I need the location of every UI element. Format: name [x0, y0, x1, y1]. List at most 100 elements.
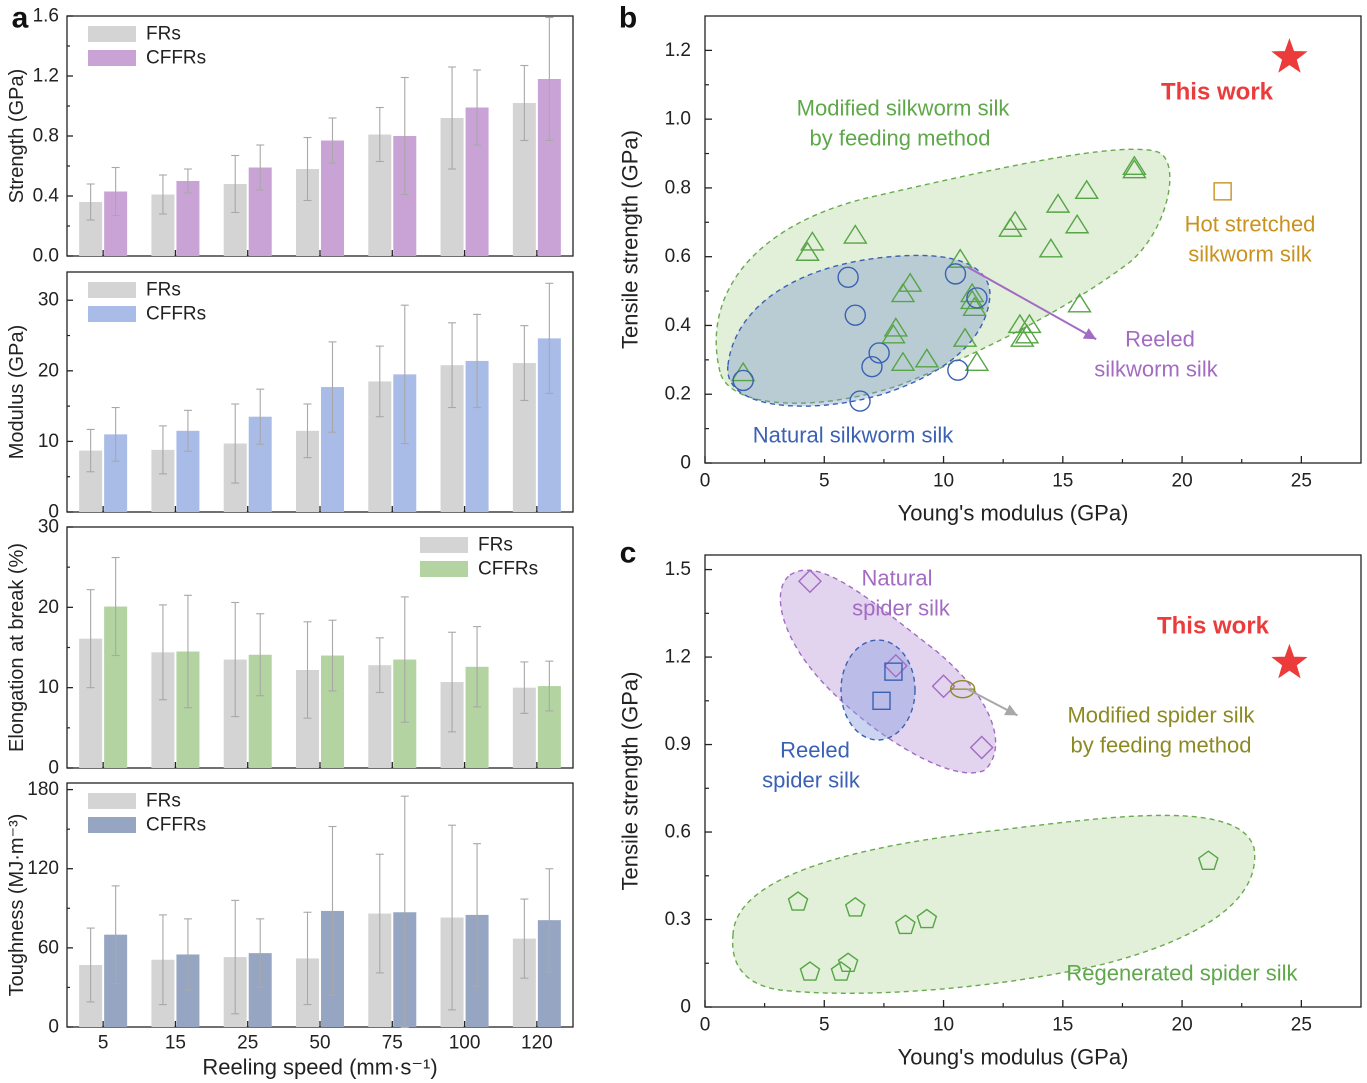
data-point-square [1213, 182, 1232, 201]
bar-frs [296, 669, 319, 768]
bar-cffrs [176, 954, 200, 1027]
data-point-pentagon [830, 961, 852, 981]
bar-frs [151, 652, 175, 768]
plot-frame [704, 15, 1362, 464]
bar-frs [79, 450, 103, 512]
annotation-label: by feeding method [1070, 733, 1251, 758]
annotation-label: silkworm silk [1094, 357, 1218, 382]
y-tick-label: 0.6 [665, 246, 691, 267]
y-tick-label: 0.0 [33, 246, 59, 267]
annotation-label: silkworm silk [1188, 242, 1312, 267]
data-point-pentagon [916, 908, 938, 929]
data-point-triangle [883, 317, 909, 337]
y-axis-label: Tensile strength (GPa) [618, 130, 643, 349]
bar-frs [79, 638, 103, 768]
data-point-circle [868, 342, 890, 364]
bar-frs [368, 665, 392, 768]
plot-frame [66, 271, 574, 513]
bar-cffrs [321, 140, 344, 256]
y-tick-label: 0.3 [665, 909, 691, 930]
data-point-square [884, 662, 903, 681]
y-tick-label: 180 [27, 779, 59, 800]
x-axis-label: Reeling speed (mm·s⁻¹) [202, 1055, 437, 1080]
x-tick-label: 0 [700, 471, 711, 492]
arrow-head [1082, 328, 1097, 340]
y-tick-label: 1.6 [33, 6, 59, 27]
bar-frs [151, 194, 175, 256]
legend-swatch [88, 793, 136, 809]
legend-label: FRs [478, 535, 513, 556]
bar-frs [151, 449, 175, 512]
region-reeled-spider-silk [840, 639, 916, 741]
bar-frs [440, 365, 464, 512]
y-tick-label: 10 [38, 431, 59, 452]
bar-frs [512, 687, 536, 768]
data-point-triangle [964, 351, 990, 371]
data-point-pentagon [1197, 850, 1219, 870]
y-tick-label: 0 [48, 1017, 59, 1038]
y-axis-label: Strength (GPa) [6, 69, 28, 204]
annotation-label: This work [1161, 79, 1274, 106]
legend-label: FRs [146, 791, 181, 812]
bar-frs [512, 938, 536, 1027]
y-tick-label: 1.5 [665, 559, 691, 580]
bar-cffrs [537, 79, 561, 256]
y-tick-label: 1.0 [665, 109, 691, 130]
data-point-triangle [1122, 155, 1147, 175]
data-point-triangle [952, 327, 978, 347]
y-tick-label: 0.4 [33, 186, 60, 207]
plot-frame [66, 782, 574, 1028]
annotation-label: This work [1157, 613, 1270, 640]
legend-label: CFFRs [146, 48, 206, 69]
y-tick-label: 1.2 [665, 647, 691, 668]
legend-label: CFFRs [146, 815, 206, 836]
data-point-triangle [1122, 158, 1147, 179]
data-point-triangle [1064, 213, 1090, 234]
bar-cffrs [104, 434, 128, 512]
bar-cffrs [176, 651, 200, 768]
bar-chart-2: 0 10 20 30 Modulus (GPa) FRs CFFRs [6, 271, 574, 523]
x-tick-label: 10 [933, 471, 954, 492]
data-point-pentagon [799, 961, 821, 981]
bar-frs [368, 134, 392, 256]
data-point-triangle [890, 282, 916, 303]
legend-swatch [88, 26, 136, 42]
x-tick-label: 120 [521, 1033, 553, 1054]
bar-cffrs [248, 167, 272, 256]
data-point-triangle [1014, 323, 1040, 344]
bar-frs [512, 103, 536, 256]
bar-cffrs [248, 953, 272, 1027]
x-tick-label: 100 [449, 1033, 481, 1054]
y-tick-label: 0.8 [33, 126, 59, 147]
data-point-triangle [1045, 193, 1071, 213]
legend-label: CFFRs [146, 304, 206, 325]
data-point-circle [944, 263, 967, 285]
x-tick-label: 15 [1052, 471, 1073, 492]
bar-frs [368, 381, 392, 512]
x-tick-label: 25 [1291, 471, 1312, 492]
y-tick-label: 0 [48, 502, 59, 523]
scatter-chart-c: c 0 5 10 15 20 25 0 0.3 0.6 0.9 1.2 1.5 Young's modul… [618, 537, 1362, 1070]
y-axis-label: Toughness (MJ·m⁻³) [6, 814, 28, 997]
bar-cffrs [104, 606, 128, 768]
x-tick-label: 15 [1052, 1015, 1073, 1036]
y-tick-label: 1.2 [33, 66, 59, 87]
y-tick-label: 0.2 [665, 384, 691, 405]
annotation-label: Modified silkworm silk [797, 96, 1011, 121]
x-tick-label: 75 [382, 1033, 403, 1054]
annotation-label: Regenerated spider silk [1066, 961, 1298, 986]
data-point-circle [837, 266, 859, 289]
y-tick-label: 1.2 [665, 40, 691, 61]
annotation-label: Hot stretched [1185, 212, 1316, 237]
bar-frs [296, 169, 319, 256]
annotation-label: Reeled [1125, 327, 1195, 352]
bar-cffrs [537, 686, 561, 768]
data-point-triangle [890, 351, 916, 371]
legend-label: FRs [146, 280, 181, 301]
arrow-head [1004, 704, 1018, 716]
panel-label-c: c [620, 537, 637, 570]
x-axis-label: Young's modulus (GPa) [898, 1045, 1129, 1070]
y-tick-label: 0 [48, 758, 59, 779]
data-point-diamond [883, 653, 908, 678]
